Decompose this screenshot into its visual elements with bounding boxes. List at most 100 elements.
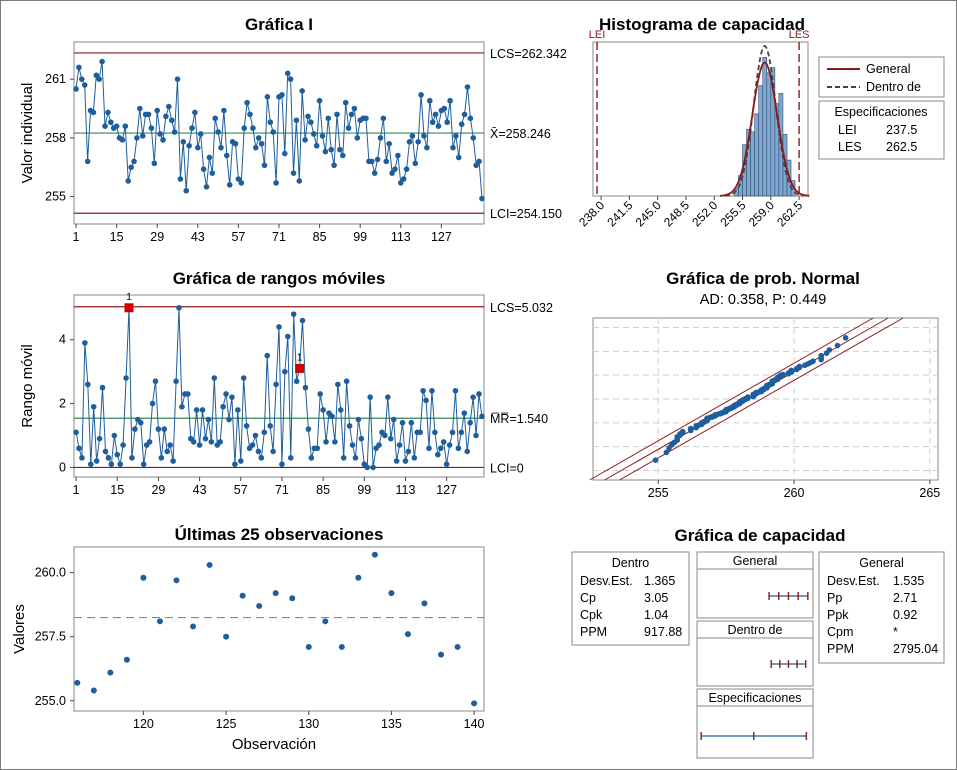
individuals-point: [102, 123, 108, 129]
last-25-point: [107, 669, 114, 676]
moving-range-point: [85, 381, 91, 388]
moving-range-point: [249, 442, 256, 448]
individuals-point: [168, 117, 175, 124]
within-stats-box-row-label: PPM: [580, 625, 607, 639]
moving-range-point: [226, 416, 232, 423]
individuals-point: [313, 142, 320, 149]
individuals-xtick-label: 99: [353, 230, 367, 244]
interval-panel: [696, 551, 814, 619]
moving-range-ytick-label: 2: [59, 397, 66, 411]
moving-range-point: [229, 394, 235, 400]
last-25-point: [338, 643, 345, 650]
last-25-point: [140, 574, 147, 581]
moving-range-point: [205, 416, 212, 423]
histogram-bin: [766, 72, 772, 197]
overall-curve: [720, 61, 810, 197]
moving-range-point: [82, 340, 88, 346]
individuals-point: [215, 129, 221, 135]
capability-title: Gráfica de capacidad: [674, 526, 845, 545]
individuals-point: [119, 137, 126, 143]
last-25-point: [421, 600, 428, 607]
moving-range-outlier-point: [124, 303, 134, 313]
last-25-point: [190, 623, 197, 630]
individuals-point: [267, 119, 274, 126]
prob-point: [826, 347, 833, 353]
moving-range-point: [264, 352, 271, 359]
moving-range-point: [285, 333, 291, 340]
last-25-point: [305, 643, 312, 650]
histogram-xtick-label: 259.0: [746, 198, 777, 229]
moving-range-point: [355, 416, 362, 423]
individuals-point: [290, 170, 297, 176]
moving-range-point: [382, 432, 388, 439]
moving-range-point: [276, 324, 282, 330]
histogram-xtick-label: 238.0: [576, 198, 607, 229]
overall-stats-box-row-label: Desv.Est.: [827, 574, 880, 588]
individuals-ylabel: Valor individual: [19, 83, 36, 184]
moving-range-point: [199, 407, 206, 413]
within-stats-box-row-value: 1.365: [644, 574, 675, 588]
prob-point: [834, 342, 841, 349]
within-stats-box-row-label: Desv.Est.: [580, 574, 633, 588]
moving-range-point: [299, 317, 306, 324]
moving-range-point: [90, 403, 97, 410]
capability-plot: Gráfica de capacidad Dentro Desv.Est. 1.365…: [571, 526, 945, 759]
individuals-center-label: X̄=258.246: [490, 127, 551, 141]
moving-range-point: [390, 416, 397, 423]
moving-range-point: [385, 394, 391, 400]
histogram-title: Histograma de capacidad: [599, 15, 805, 34]
individuals-ytick-label: 258: [45, 131, 66, 145]
individuals-point: [368, 158, 375, 165]
moving-range-point: [335, 381, 341, 388]
individuals-point: [383, 158, 390, 165]
individuals-point: [325, 115, 332, 122]
individuals-point: [302, 137, 308, 143]
individuals-point: [134, 135, 140, 141]
overall-stats-box-row-value: *: [893, 625, 898, 639]
moving-range-point: [240, 375, 247, 381]
prob-point: [663, 449, 670, 456]
last-25-xlabel: Observación: [232, 736, 316, 753]
interval-label: General: [733, 554, 777, 568]
moving-range-point: [302, 384, 309, 391]
last-25-xtick-label: 140: [464, 717, 485, 731]
last-25-plot-area: [73, 546, 485, 712]
last-25-point: [90, 687, 97, 694]
individuals-point: [342, 99, 349, 106]
prob-point: [796, 363, 803, 370]
individuals-point: [99, 58, 105, 65]
last-25-point: [239, 592, 246, 599]
individuals-point: [403, 166, 410, 173]
individuals-point: [270, 129, 277, 135]
moving-range-point: [443, 461, 450, 468]
moving-range-point: [411, 455, 418, 461]
individuals-point: [476, 158, 482, 165]
spec-box: [818, 100, 945, 160]
overall-stats-box-row-value: 2795.04: [893, 642, 938, 656]
moving-range-point: [235, 407, 241, 413]
individuals-point: [186, 142, 192, 149]
moving-range-point: [208, 439, 215, 445]
last-25-point: [256, 602, 263, 609]
moving-range-point: [349, 442, 356, 448]
individuals-point: [195, 144, 201, 151]
moving-range-point: [223, 391, 229, 397]
moving-range-point: [279, 461, 285, 468]
individuals-xtick-label: 29: [150, 230, 164, 244]
moving-range-point: [352, 455, 359, 461]
moving-range-point: [190, 439, 197, 445]
individuals-point: [464, 84, 471, 90]
moving-range-xtick-label: 71: [275, 483, 289, 497]
individuals-point: [444, 119, 450, 126]
moving-range-point: [287, 455, 294, 461]
individuals-point: [455, 154, 462, 161]
lsl-label: LEI: [589, 29, 606, 41]
individuals-point: [253, 144, 259, 151]
prob-point: [745, 394, 751, 400]
spec-row-value: 262.5: [886, 140, 917, 154]
moving-range-point: [449, 429, 456, 436]
individuals-point: [84, 158, 91, 165]
moving-range-point: [452, 387, 459, 394]
individuals-point: [171, 129, 178, 135]
